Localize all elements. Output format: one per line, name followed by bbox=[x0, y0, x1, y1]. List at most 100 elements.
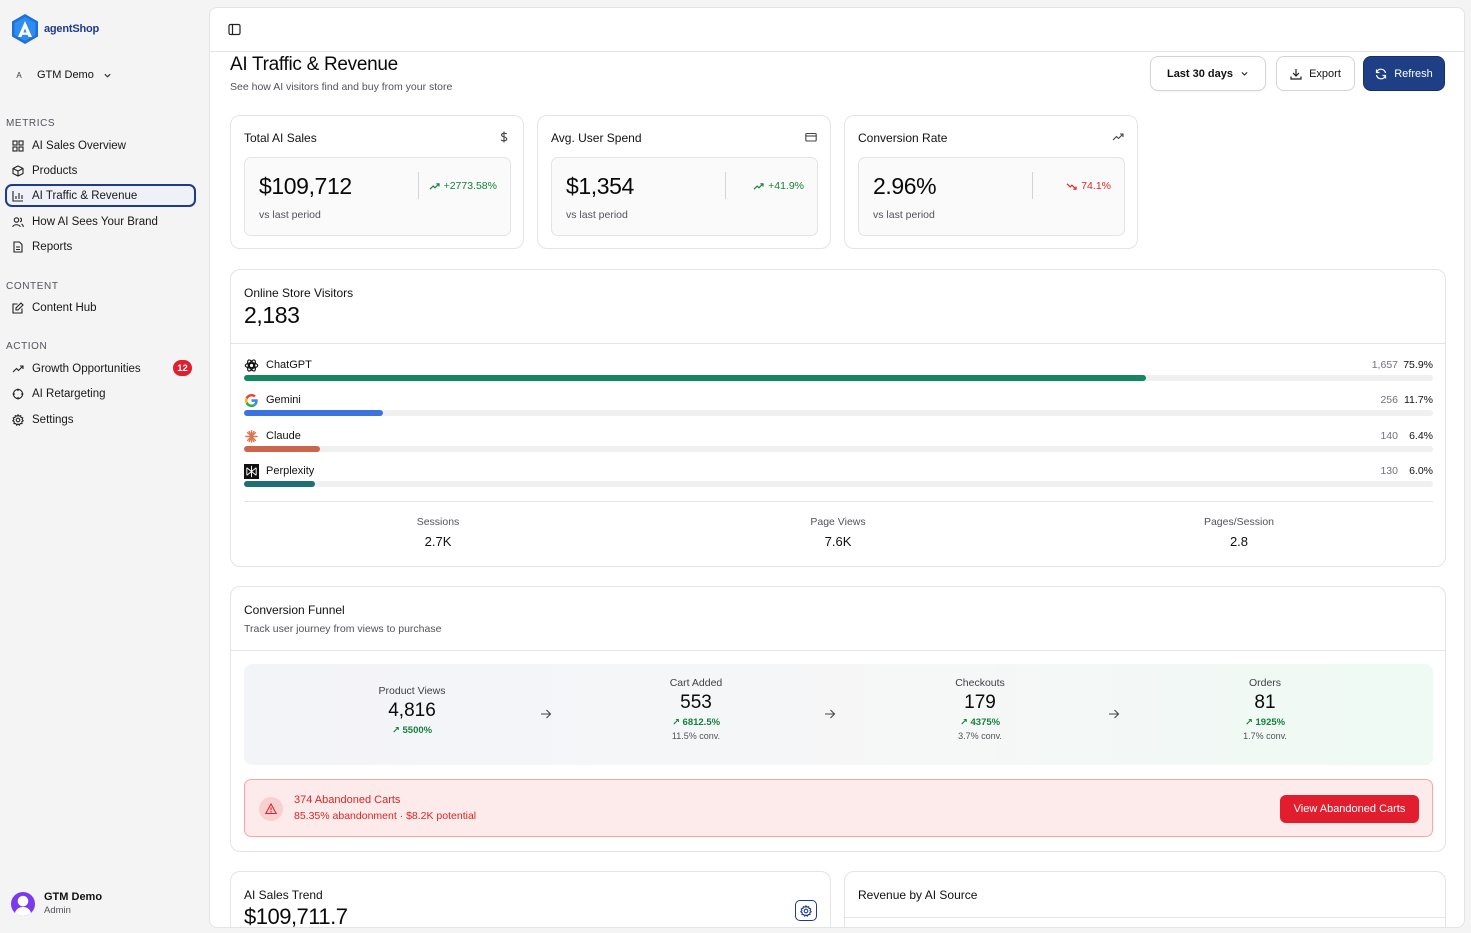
visitors-total: 2,183 bbox=[244, 302, 300, 328]
user-profile[interactable]: GTM Demo Admin bbox=[11, 891, 102, 916]
page-title: AI Traffic & Revenue bbox=[230, 54, 398, 75]
export-label: Export bbox=[1309, 67, 1341, 80]
sidebar-item-label: AI Sales Overview bbox=[32, 139, 126, 152]
chatgpt-logo-icon bbox=[244, 359, 259, 372]
kpi-title: Avg. User Spend bbox=[551, 131, 642, 145]
alert-detail: 85.35% abandonment · $8.2K potential bbox=[294, 810, 477, 822]
view-abandoned-carts-button[interactable]: View Abandoned Carts bbox=[1280, 795, 1419, 823]
funnel-step-delta: ↗ 1925% bbox=[1244, 717, 1286, 728]
kpi-delta-value: +2773.58% bbox=[443, 180, 497, 192]
progress-fill bbox=[244, 446, 321, 452]
source-percent: 11.7% bbox=[1404, 394, 1433, 406]
arrow-right-icon bbox=[1109, 709, 1120, 719]
conversion-funnel-card: Conversion Funnel Track user journey fro… bbox=[230, 586, 1446, 852]
google-logo-icon bbox=[244, 393, 258, 408]
sidebar-item-label: Growth Opportunities bbox=[32, 362, 141, 375]
section-label-content: CONTENT bbox=[6, 281, 59, 292]
sidebar-item-products[interactable]: Products bbox=[5, 159, 196, 182]
source-row-gemini[interactable]: Gemini 256 11.7% bbox=[244, 392, 1433, 425]
source-name: Perplexity bbox=[266, 465, 315, 477]
revenue-by-ai-source-card: Revenue by AI Source bbox=[844, 871, 1446, 927]
box-icon bbox=[12, 164, 24, 177]
funnel-step-conversion: 1.7% conv. bbox=[1243, 731, 1287, 741]
sidebar-item-growth-opportunities[interactable]: Growth Opportunities 12 bbox=[5, 357, 196, 380]
stat-sessions: Sessions 2.7K bbox=[338, 516, 538, 549]
funnel-step-value: 81 bbox=[1254, 692, 1276, 713]
sidebar-item-settings[interactable]: Settings bbox=[5, 408, 196, 431]
sidebar-toggle-icon[interactable] bbox=[228, 23, 241, 36]
source-row-claude[interactable]: Claude 140 6.4% bbox=[244, 428, 1433, 461]
funnel-step-delta-value: 1925% bbox=[1255, 717, 1286, 728]
workspace-switcher[interactable]: A GTM Demo bbox=[10, 66, 112, 84]
funnel-step-delta: ↗ 5500% bbox=[391, 725, 433, 736]
refresh-label: Refresh bbox=[1394, 67, 1433, 80]
chart-settings-button[interactable] bbox=[795, 900, 817, 921]
progress-track bbox=[244, 375, 1433, 381]
export-button[interactable]: Export bbox=[1276, 56, 1355, 91]
kpi-card-conversion-rate: Conversion Rate 2.96% 74.1% vs last peri… bbox=[844, 115, 1138, 249]
source-count: 130 bbox=[1380, 465, 1398, 477]
sidebar-item-ai-traffic-revenue[interactable]: AI Traffic & Revenue bbox=[5, 184, 196, 207]
kpi-card-total-ai-sales: Total AI Sales $109,712 +2773.58% vs las… bbox=[230, 115, 524, 249]
source-row-perplexity[interactable]: Perplexity 130 6.0% bbox=[244, 463, 1433, 496]
main-panel: AI Traffic & Revenue See how AI visitors… bbox=[209, 7, 1465, 928]
kpi-delta-value: +41.9% bbox=[768, 180, 804, 192]
date-range-select[interactable]: Last 30 days bbox=[1150, 56, 1266, 91]
kpi-value-box: $109,712 +2773.58% vs last period bbox=[244, 157, 511, 236]
progress-track bbox=[244, 446, 1433, 452]
sidebar-item-ai-retargeting[interactable]: AI Retargeting bbox=[5, 382, 196, 405]
funnel-title: Conversion Funnel bbox=[244, 603, 345, 617]
alert-title: 374 Abandoned Carts bbox=[294, 794, 401, 806]
funnel-step-label: Product Views bbox=[378, 685, 446, 697]
funnel-step-delta-value: 4375% bbox=[970, 717, 1001, 728]
kpi-card-avg-user-spend: Avg. User Spend $1,354 +41.9% vs last pe… bbox=[537, 115, 831, 249]
funnel-step-label: Cart Added bbox=[669, 677, 723, 689]
sidebar-item-content-hub[interactable]: Content Hub bbox=[5, 296, 196, 319]
source-name: Gemini bbox=[266, 394, 301, 406]
kpi-value: $1,354 bbox=[566, 173, 634, 199]
bar-chart-icon bbox=[12, 190, 24, 202]
refresh-icon bbox=[1376, 68, 1387, 79]
source-name: Claude bbox=[266, 430, 301, 442]
brand-logo[interactable]: agentShop bbox=[10, 13, 99, 45]
dollar-icon bbox=[500, 131, 508, 143]
trending-up-icon bbox=[1112, 133, 1124, 141]
sidebar-item-label: AI Traffic & Revenue bbox=[32, 189, 138, 202]
revenue-source-title: Revenue by AI Source bbox=[858, 888, 978, 902]
funnel-step-checkouts: Checkouts 179 ↗ 4375% 3.7% conv. bbox=[890, 677, 1070, 741]
sidebar-item-how-ai-sees-your-brand[interactable]: How AI Sees Your Brand bbox=[5, 210, 196, 233]
stat-page-views: Page Views 7.6K bbox=[738, 516, 938, 549]
funnel-step-conversion: 3.7% conv. bbox=[958, 731, 1002, 741]
source-percent: 6.0% bbox=[1409, 465, 1433, 477]
funnel-steps: Product Views 4,816 ↗ 5500% Cart Added 5… bbox=[244, 664, 1433, 765]
download-icon bbox=[1290, 68, 1302, 80]
stat-value: 2.7K bbox=[424, 534, 452, 549]
source-percent: 6.4% bbox=[1409, 430, 1433, 442]
sidebar-item-reports[interactable]: Reports bbox=[5, 235, 196, 258]
sidebar-item-ai-sales-overview[interactable]: AI Sales Overview bbox=[5, 134, 196, 157]
sidebar-item-label: Settings bbox=[32, 413, 74, 426]
kpi-delta: +41.9% bbox=[753, 180, 804, 192]
divider bbox=[845, 917, 1445, 918]
gear-icon bbox=[800, 904, 812, 917]
user-name: GTM Demo bbox=[44, 891, 103, 903]
file-icon bbox=[12, 240, 24, 253]
sidebar-item-label: Reports bbox=[32, 240, 73, 253]
chevron-down-icon bbox=[104, 73, 111, 78]
divider bbox=[231, 650, 1445, 651]
source-count: 1,657 bbox=[1371, 359, 1398, 371]
funnel-step-value: 179 bbox=[964, 692, 996, 713]
arrow-right-icon bbox=[825, 709, 836, 719]
sidebar-item-label: AI Retargeting bbox=[32, 387, 106, 400]
funnel-step-product-views: Product Views 4,816 ↗ 5500% bbox=[322, 685, 502, 736]
refresh-button[interactable]: Refresh bbox=[1363, 56, 1445, 91]
source-row-chatgpt[interactable]: ChatGPT 1,657 75.9% bbox=[244, 357, 1433, 390]
source-count: 256 bbox=[1380, 394, 1398, 406]
trend-title: AI Sales Trend bbox=[244, 888, 323, 902]
page-subtitle: See how AI visitors find and buy from yo… bbox=[230, 81, 453, 93]
kpi-title: Conversion Rate bbox=[858, 131, 948, 145]
users-icon bbox=[12, 216, 24, 228]
topbar bbox=[210, 8, 1464, 52]
kpi-value: 2.96% bbox=[873, 173, 937, 199]
trending-up-icon bbox=[429, 182, 440, 190]
